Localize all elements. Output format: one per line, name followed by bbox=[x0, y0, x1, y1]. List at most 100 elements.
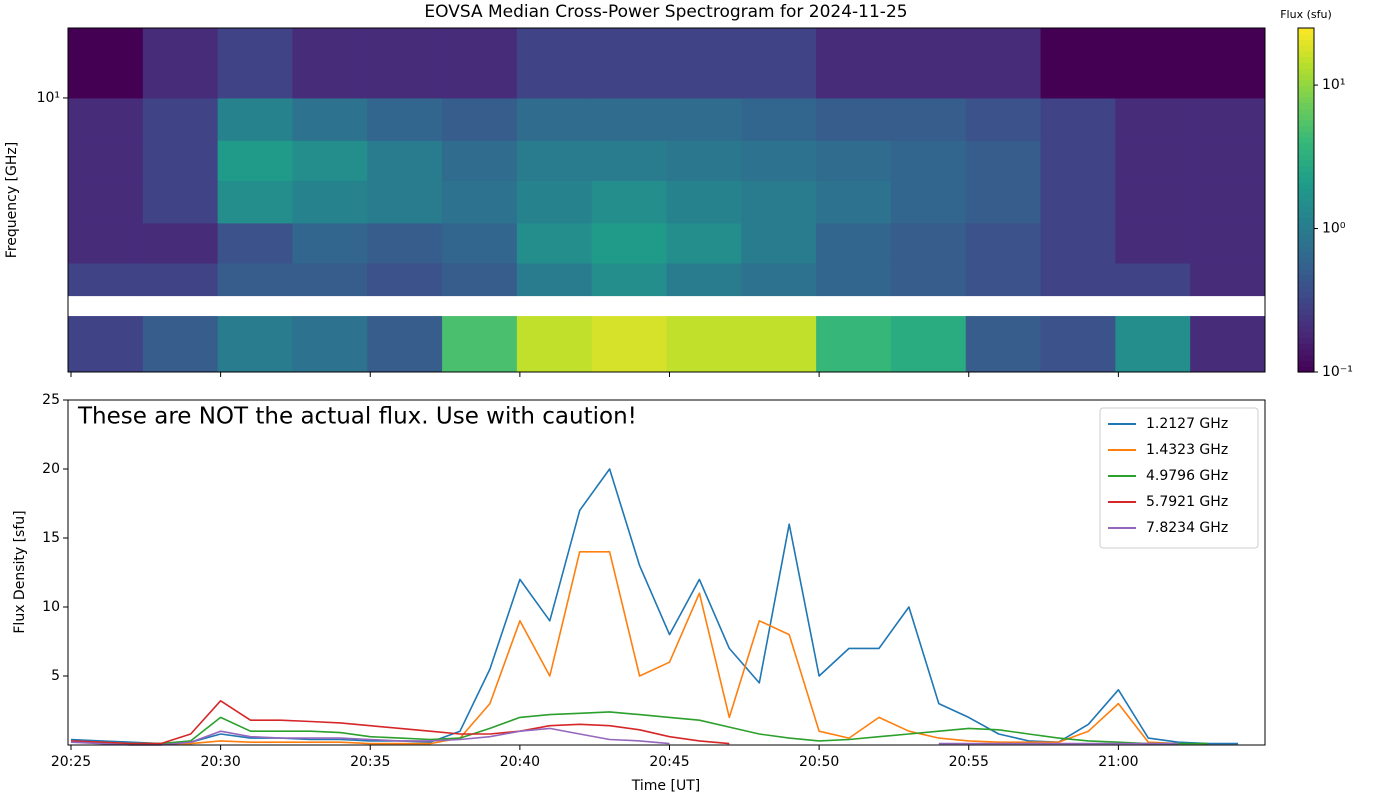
colorbar-step bbox=[1298, 297, 1314, 304]
heatmap-cell bbox=[741, 140, 817, 181]
colorbar-step bbox=[1298, 354, 1314, 362]
heatmap-cell bbox=[442, 28, 518, 99]
heatmap-cell bbox=[142, 97, 219, 141]
colorbar-step bbox=[1298, 234, 1314, 241]
heatmap-cell bbox=[516, 97, 593, 141]
series-line bbox=[71, 711, 1209, 745]
colorbar-step bbox=[1298, 200, 1314, 207]
heatmap-cell bbox=[816, 180, 892, 224]
colorbar-step bbox=[1298, 114, 1314, 121]
heatmap-cell bbox=[816, 97, 892, 141]
heatmap-cell bbox=[1040, 262, 1116, 297]
colorbar-step bbox=[1298, 257, 1314, 264]
colorbar-step bbox=[1298, 33, 1314, 41]
heatmap-cell bbox=[965, 262, 1042, 297]
legend-frame bbox=[1099, 407, 1259, 549]
colorbar-step bbox=[1298, 131, 1314, 138]
heatmap-cell bbox=[591, 316, 667, 373]
colorbar-step bbox=[1298, 79, 1314, 86]
legend-label: 5.7921 GHz bbox=[1146, 494, 1228, 510]
colorbar-step bbox=[1298, 182, 1314, 190]
y-tick-label: 5 bbox=[51, 668, 60, 684]
heatmap-cell bbox=[367, 180, 443, 224]
x-tick-label: 20:55 bbox=[949, 754, 989, 770]
heatmap-cell bbox=[1115, 180, 1191, 224]
colorbar-tick-label: 10⁰ bbox=[1322, 221, 1346, 237]
heatmap-cell bbox=[442, 262, 518, 297]
heatmap-cell bbox=[890, 316, 967, 373]
colorbar-step bbox=[1298, 337, 1314, 344]
heatmap-cell bbox=[1115, 28, 1191, 99]
heatmap-cell bbox=[1190, 222, 1266, 264]
colorbar-step bbox=[1298, 68, 1314, 75]
heatmap-cell bbox=[591, 180, 667, 224]
colorbar-step bbox=[1298, 308, 1314, 316]
heatmap-cell bbox=[442, 222, 518, 264]
heatmap-cell bbox=[68, 28, 144, 99]
heatmap-cell bbox=[890, 222, 967, 264]
heatmap-cell bbox=[741, 180, 817, 224]
heatmap-cell bbox=[1115, 222, 1191, 264]
heatmap-cell bbox=[890, 28, 967, 99]
heatmap-cell bbox=[217, 97, 293, 141]
heatmap-cell bbox=[1190, 140, 1266, 181]
colorbar-step bbox=[1298, 349, 1314, 356]
x-tick-label: 20:40 bbox=[500, 754, 540, 770]
heatmap-cell bbox=[890, 140, 967, 181]
x-tick-label: 20:50 bbox=[799, 754, 839, 770]
heatmap-cell bbox=[816, 262, 892, 297]
heatmap-cell bbox=[1190, 28, 1266, 99]
heatmap-cell bbox=[666, 180, 742, 224]
colorbar-step bbox=[1298, 217, 1314, 224]
heatmap-cell bbox=[367, 28, 443, 99]
heatmap-cell bbox=[217, 28, 293, 99]
heatmap-cell bbox=[292, 180, 368, 224]
colorbar-step bbox=[1298, 56, 1314, 63]
heatmap-cell bbox=[741, 262, 817, 297]
colorbar-step bbox=[1298, 320, 1314, 327]
colorbar-step bbox=[1298, 45, 1314, 52]
colorbar-step bbox=[1298, 91, 1314, 98]
colorbar-step bbox=[1298, 96, 1314, 104]
series-line bbox=[70, 468, 1239, 745]
heatmap-cell bbox=[591, 222, 667, 264]
x-tick-label: 21:00 bbox=[1098, 754, 1138, 770]
x-tick-label: 20:25 bbox=[51, 754, 91, 770]
colorbar-step bbox=[1298, 263, 1314, 270]
colorbar-step bbox=[1298, 108, 1314, 115]
colorbar-step bbox=[1298, 154, 1314, 161]
heatmap-cell bbox=[292, 316, 368, 373]
heatmap-cell bbox=[591, 140, 667, 181]
heatmap-cell bbox=[1040, 180, 1116, 224]
heatmap-cell bbox=[1040, 316, 1116, 373]
legend-label: 1.2127 GHz bbox=[1146, 416, 1228, 432]
colorbar-step bbox=[1298, 360, 1314, 367]
colorbar-step bbox=[1298, 73, 1314, 81]
heatmap-cell bbox=[142, 222, 219, 264]
heatmap-cell bbox=[292, 28, 368, 99]
colorbar-step bbox=[1298, 125, 1314, 132]
heatmap-cell bbox=[1040, 97, 1116, 141]
heatmap-cell bbox=[666, 28, 742, 99]
heatmap-cell bbox=[68, 262, 144, 297]
y-tick-label: 10¹ bbox=[37, 90, 60, 106]
heatmap-cell bbox=[367, 222, 443, 264]
heatmap-cell bbox=[516, 316, 593, 373]
heatmap-cell bbox=[1040, 28, 1116, 99]
colorbar-frame bbox=[1297, 27, 1315, 373]
colorbar-step bbox=[1298, 326, 1314, 333]
y-axis-label: Flux Density [sfu] bbox=[12, 510, 28, 633]
series-line bbox=[70, 727, 1179, 746]
heatmap-cell bbox=[890, 180, 967, 224]
heatmap-cell bbox=[68, 316, 144, 373]
heatmap-cell bbox=[965, 222, 1042, 264]
heatmap-cell bbox=[142, 316, 219, 373]
x-axis-label: Time [UT] bbox=[631, 778, 700, 794]
heatmap-cell bbox=[965, 316, 1042, 373]
heatmap-cell bbox=[666, 222, 742, 264]
x-tick-label: 20:30 bbox=[200, 754, 240, 770]
heatmap-cell bbox=[516, 28, 593, 99]
colorbar-step bbox=[1298, 171, 1314, 178]
heatmap-cell bbox=[292, 262, 368, 297]
heatmap-cell bbox=[1115, 316, 1191, 373]
